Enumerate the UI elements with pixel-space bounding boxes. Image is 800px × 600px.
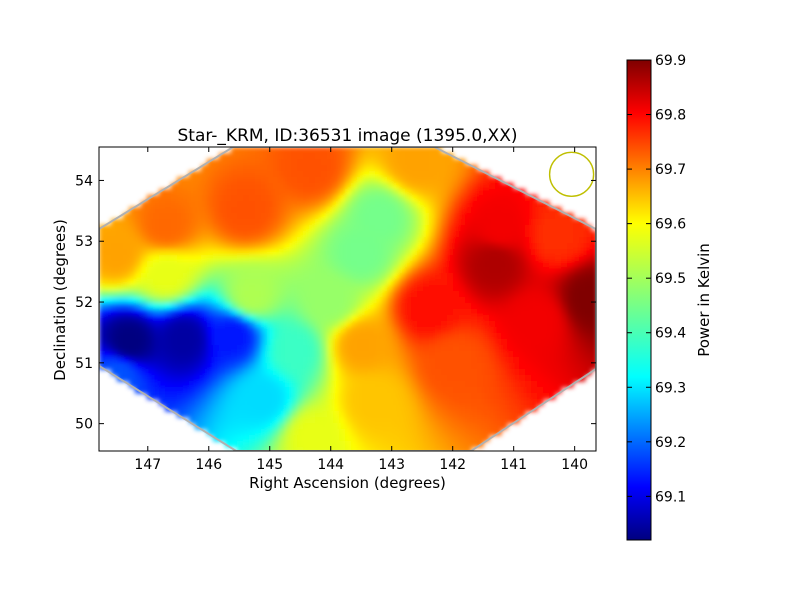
y-tick-label: 53 [75, 234, 93, 250]
y-tick-label: 51 [75, 356, 93, 372]
y-tick-label: 50 [75, 417, 93, 433]
heatmap-surface [99, 147, 596, 451]
colorbar-tick-label: 69.9 [655, 53, 686, 69]
x-tick-label: 142 [439, 457, 466, 473]
y-axis-label: Declination (degrees) [51, 219, 69, 381]
x-tick-label: 140 [561, 457, 588, 473]
colorbar [626, 59, 652, 541]
colorbar-tick-label: 69.1 [655, 489, 686, 505]
colorbar-tick-label: 69.2 [655, 435, 686, 451]
x-tick-label: 143 [378, 457, 405, 473]
x-tick-label: 145 [256, 457, 283, 473]
x-axis-ticks: 147 146 145 144 143 142 141 140 [134, 147, 588, 473]
colorbar-ticks: 69.1 69.2 69.3 69.4 69.5 69.6 69.7 69.8 69.9 [627, 53, 686, 505]
colorbar-label: Power in Kelvin [695, 243, 713, 357]
beam-marker [548, 151, 595, 198]
plot-area [99, 147, 596, 451]
colorbar-tick-label: 69.4 [655, 326, 686, 342]
chart-title: Star-_KRM, ID:36531 image (1395.0,XX) [178, 126, 518, 146]
x-axis-label: Right Ascension (degrees) [249, 474, 446, 492]
x-tick-label: 141 [500, 457, 527, 473]
field-outline [99, 147, 596, 451]
colorbar-tick-label: 69.6 [655, 217, 686, 233]
colorbar-tick-label: 69.8 [655, 108, 686, 124]
x-tick-label: 147 [134, 457, 161, 473]
y-axis-ticks: 50 51 52 53 54 [75, 173, 596, 433]
colorbar-tick-label: 69.3 [655, 380, 686, 396]
plot-frame [98, 146, 597, 452]
y-tick-label: 54 [75, 173, 93, 189]
colorbar-tick-label: 69.5 [655, 271, 686, 287]
x-tick-label: 144 [317, 457, 344, 473]
colorbar-tick-label: 69.7 [655, 162, 686, 178]
x-tick-label: 146 [195, 457, 222, 473]
y-tick-label: 52 [75, 295, 93, 311]
